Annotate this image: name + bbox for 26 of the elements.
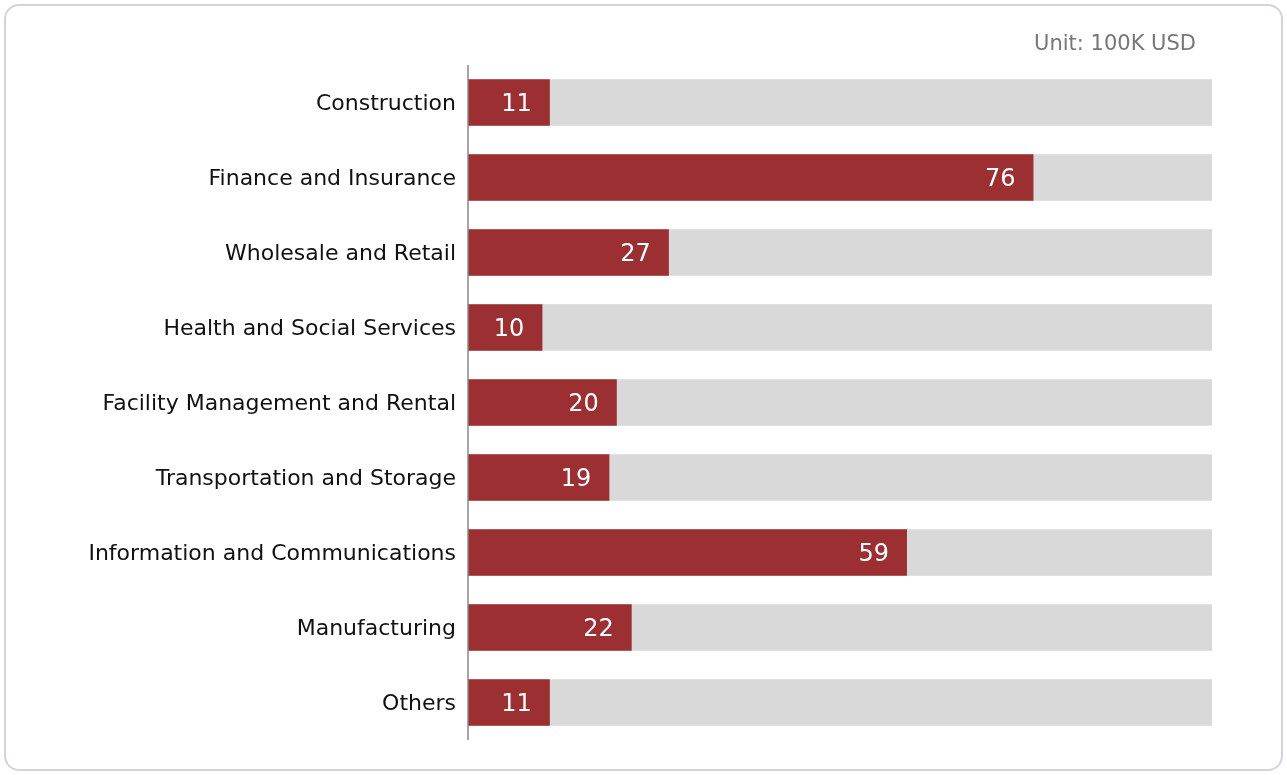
text: Unit: 100K USD [1034,31,1196,55]
data-label: 27 [620,238,651,267]
bar [468,679,550,726]
y-tick-label: Facility Management and Rental [102,390,456,416]
bar [468,229,669,276]
data-label: 20 [568,388,599,417]
data-label: 59 [858,538,889,567]
y-tick-label: Transportation and Storage [154,465,456,491]
bar [468,604,632,651]
bar [468,79,550,126]
bar [468,454,610,501]
data-label: 22 [583,613,614,642]
y-tick-label: Wholesale and Retail [225,240,456,266]
y-tick-label: Construction [315,90,456,116]
y-tick-label: Manufacturing [296,615,456,641]
data-label: 10 [493,313,525,342]
y-tick-label: Information and Communications [88,540,456,566]
y-tick-label: Others [382,690,456,716]
data-label: 76 [984,163,1016,192]
bar [468,304,543,351]
data-label: 19 [560,463,592,492]
data-label: 11 [501,688,532,717]
y-tick-label: Finance and Insurance [208,165,456,191]
bar [468,379,617,426]
y-tick-label: Health and Social Services [163,315,456,341]
data-label: 11 [501,88,532,117]
